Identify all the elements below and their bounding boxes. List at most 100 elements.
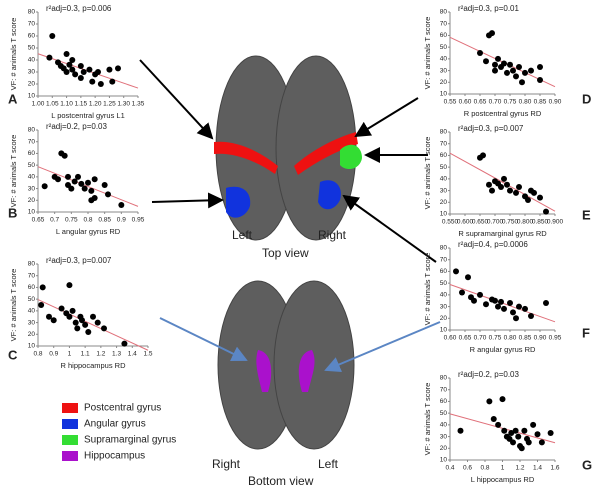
y-axis-label: VF: # animals T score	[9, 135, 18, 208]
point	[118, 201, 125, 208]
panel: 10 20 30 40 50 60 70 80 0.55 0.60 0.65 0.70 0.75 0.80…	[423, 4, 591, 118]
y-tick-label: 30	[28, 319, 36, 326]
point	[501, 427, 508, 434]
point	[522, 69, 528, 76]
y-tick-label: 20	[440, 315, 448, 322]
arrows	[139, 59, 441, 372]
point	[65, 173, 71, 180]
view-label: Right	[318, 228, 347, 242]
point	[457, 427, 464, 434]
legend-swatch	[62, 403, 78, 413]
point	[61, 152, 68, 159]
y-tick-label: 10	[28, 343, 36, 350]
x-tick-label: 0.95	[549, 335, 562, 342]
point	[507, 300, 513, 307]
point	[547, 430, 554, 437]
x-tick-label: 0.95	[132, 217, 145, 224]
point	[86, 66, 93, 73]
point	[101, 182, 108, 189]
x-tick-label: 0.800	[517, 219, 534, 226]
legend-swatch	[62, 435, 78, 445]
x-tick-label: 0.8	[480, 465, 489, 472]
view-title: Top view	[262, 246, 309, 260]
panel-letter: B	[8, 205, 17, 220]
point	[90, 313, 96, 320]
point	[46, 313, 52, 320]
x-tick-label: 1	[68, 351, 72, 358]
y-tick-label: 80	[440, 129, 448, 136]
point	[495, 55, 501, 62]
x-tick-label: 0.700	[487, 219, 504, 226]
x-tick-label: 1.10	[60, 101, 73, 108]
point	[525, 196, 531, 203]
fit-line	[449, 152, 556, 212]
x-tick-label: 0.65	[474, 99, 487, 106]
y-tick-label: 30	[440, 433, 448, 440]
x-tick-label: 0.900	[547, 219, 564, 226]
point	[72, 319, 79, 326]
point	[95, 69, 101, 75]
point	[63, 51, 70, 57]
point	[88, 187, 95, 194]
point	[530, 421, 537, 428]
y-tick-label: 80	[440, 245, 448, 252]
legend-label: Supramarginal gyrus	[84, 435, 176, 446]
brain-bottom	[217, 280, 355, 450]
x-tick-label: 1	[501, 465, 505, 472]
annotation: r²adj=0.3, p=0.006	[46, 4, 112, 13]
point	[498, 184, 504, 191]
point	[543, 208, 549, 215]
point	[480, 152, 486, 159]
point	[101, 325, 107, 332]
y-tick-label: 10	[440, 457, 448, 464]
y-tick-label: 60	[28, 150, 36, 157]
x-tick-label: 0.80	[504, 335, 517, 342]
point	[495, 421, 502, 428]
point	[483, 58, 489, 65]
point	[85, 179, 91, 186]
point	[46, 54, 53, 61]
point	[528, 312, 534, 319]
y-tick-label: 60	[440, 268, 448, 275]
panel: 10 20 30 40 50 60 70 80 0.65 0.7 0.75 0.8 0.85 0.9 0.9…	[8, 122, 145, 236]
point	[498, 298, 504, 305]
point	[495, 303, 501, 310]
point	[501, 305, 507, 312]
y-tick-label: 70	[440, 20, 448, 27]
point	[465, 274, 471, 281]
point	[91, 194, 98, 201]
point	[69, 307, 76, 314]
point	[538, 439, 545, 446]
point	[58, 305, 65, 312]
y-tick-label: 30	[440, 187, 448, 194]
y-tick-label: 50	[440, 44, 448, 51]
y-tick-label: 20	[440, 445, 448, 452]
point	[489, 30, 495, 37]
x-axis-label: R supramarginal gyrus RD	[458, 229, 547, 238]
x-tick-label: 0.70	[489, 99, 502, 106]
point	[537, 76, 543, 83]
y-tick-label: 10	[28, 209, 36, 216]
x-tick-label: 1.05	[46, 101, 59, 108]
point	[537, 194, 543, 201]
point	[507, 187, 513, 194]
legend-swatch	[62, 419, 78, 429]
y-tick-label: 70	[440, 256, 448, 263]
y-tick-label: 40	[440, 176, 448, 183]
x-tick-label: 0.75	[489, 335, 502, 342]
y-tick-label: 70	[28, 21, 36, 28]
point	[516, 303, 522, 310]
point	[75, 173, 81, 180]
y-tick-label: 70	[440, 140, 448, 147]
x-tick-label: 1.2	[515, 465, 524, 472]
point	[78, 180, 85, 187]
panel-letter: F	[582, 325, 590, 340]
x-tick-label: 1.1	[81, 351, 90, 358]
point	[50, 317, 57, 324]
x-tick-label: 0.750	[502, 219, 519, 226]
y-tick-label: 80	[440, 375, 448, 382]
x-axis-label: L angular gyrus RD	[56, 227, 121, 236]
point	[492, 297, 498, 304]
x-tick-label: 0.9	[117, 217, 126, 224]
